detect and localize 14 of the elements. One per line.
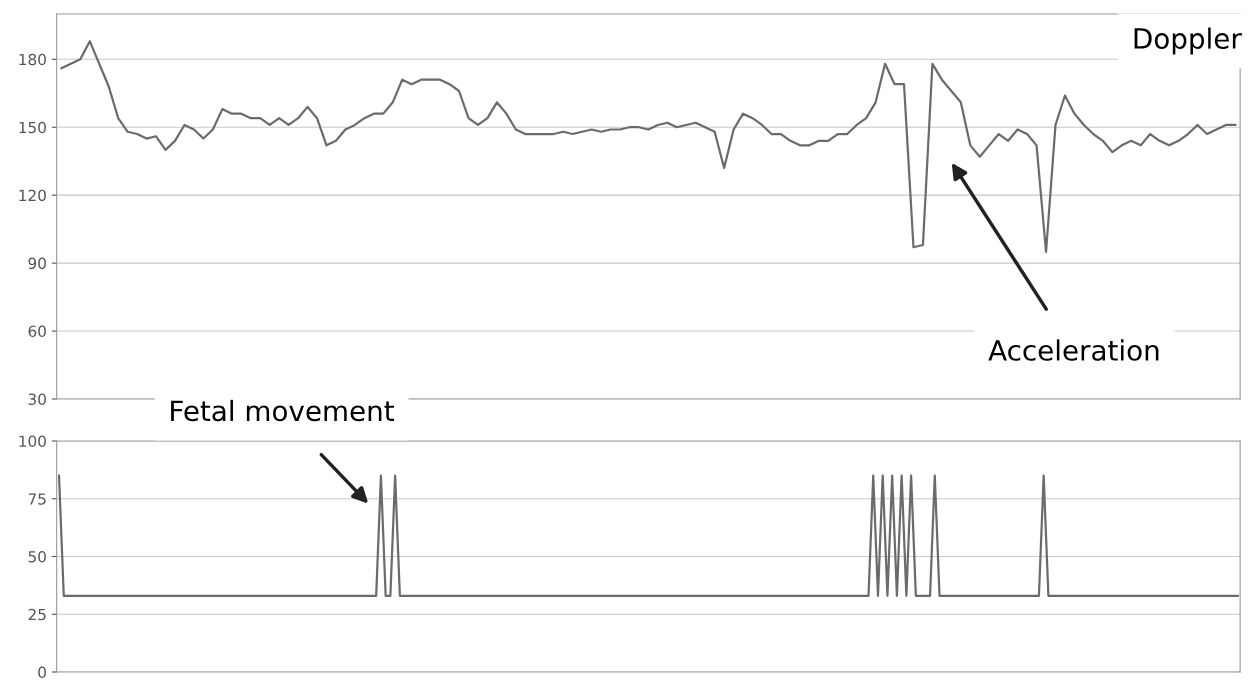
y-tick-label: 180 — [19, 53, 46, 66]
text: Fetal movement — [171, 399, 394, 422]
y-tick-label: 0 — [38, 666, 46, 679]
annotation: Acceleration — [988, 339, 1159, 361]
y-tick-label: 50 — [28, 550, 46, 563]
annotation: Doppler — [1134, 27, 1242, 55]
y-tick-label: 75 — [28, 493, 46, 505]
y-tick-label: 25 — [28, 608, 46, 621]
y-tick-label: 30 — [28, 393, 46, 406]
y-tick-label: 90 — [28, 257, 46, 270]
y-tick-label: 60 — [28, 325, 46, 338]
y-tick-label: 100 — [19, 435, 46, 448]
y-tick-label: 150 — [19, 121, 46, 134]
y-tick-label: 120 — [19, 189, 46, 202]
